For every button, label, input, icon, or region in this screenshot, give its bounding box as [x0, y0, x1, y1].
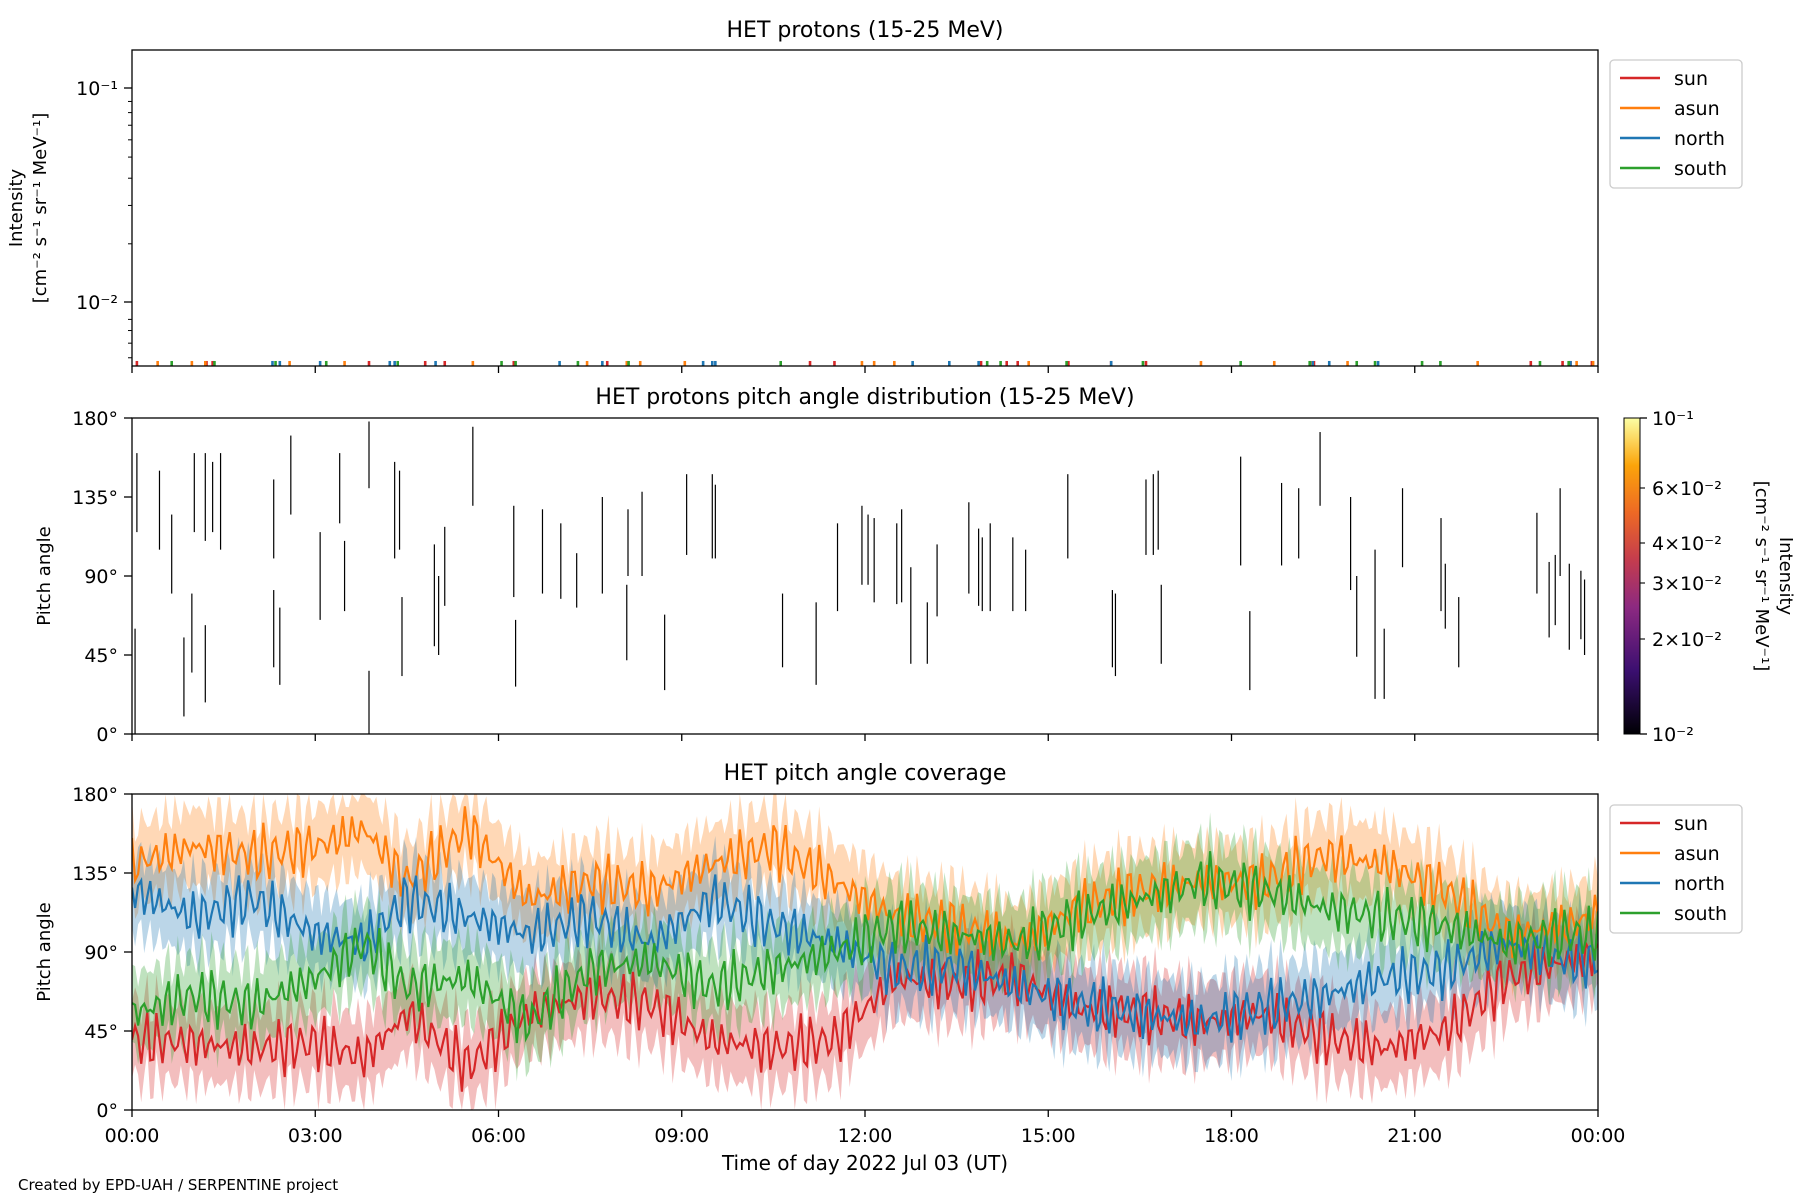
xtick-label-0000: 00:00 — [105, 1125, 160, 1147]
xtick-label-0000-end: 00:00 — [1571, 1125, 1626, 1147]
panel3-title: HET pitch angle coverage — [724, 761, 1007, 786]
line-asun — [132, 806, 1598, 959]
panel2-ytick-90: 90° — [84, 566, 118, 588]
x-axis-label: Time of day 2022 Jul 03 (UT) — [721, 1151, 1008, 1175]
panel1-spikes — [135, 360, 1595, 366]
xtick-label-1200: 12:00 — [838, 1125, 893, 1147]
panel1-plot — [135, 360, 1595, 366]
panel3-ytick-90: 90° — [84, 942, 118, 964]
legend-label-south: south — [1674, 158, 1727, 180]
legend-label-sun: sun — [1674, 68, 1708, 90]
colorbar-tick-3e-2: 3×10⁻² — [1652, 573, 1722, 595]
panel1-ytick-1e-1: 10⁻¹ — [76, 78, 118, 100]
x-ticks — [131, 366, 1599, 1117]
colorbar-tick-2e-2: 2×10⁻² — [1652, 629, 1722, 651]
panel3-ytick-0: 0° — [96, 1100, 118, 1122]
x-tick-labels: 00:00 03:00 06:00 09:00 12:00 15:00 18:0… — [105, 1125, 1626, 1147]
panel2-ylabel: Pitch angle — [34, 526, 55, 625]
legend3-label-asun: asun — [1674, 843, 1720, 865]
panel2-segments — [134, 421, 1586, 734]
panel3-lines — [132, 806, 1598, 1092]
panel3-ytick-180: 180° — [72, 784, 118, 806]
legend-label-north: north — [1674, 128, 1725, 150]
panel3-ytick-135: 135° — [72, 863, 118, 885]
panel2-frame — [131, 417, 1599, 735]
colorbar-ticks — [1640, 417, 1647, 735]
panel3-plot — [132, 794, 1598, 1110]
panel2-y-axis: 0° 45° 90° 135° 180° — [72, 408, 132, 746]
xtick-label-2100: 21:00 — [1387, 1125, 1442, 1147]
line-sun — [132, 939, 1598, 1092]
panel3-legend-box — [1609, 804, 1743, 934]
panel1-ytick-1e-2: 10⁻² — [76, 292, 118, 314]
xtick-label-1500: 15:00 — [1021, 1125, 1076, 1147]
xtick-label-1800: 18:00 — [1204, 1125, 1259, 1147]
panel3-legend: sun asun north south — [1609, 804, 1743, 934]
colorbar-label-line2: [cm⁻² s⁻¹ sr⁻¹ MeV⁻¹] — [1751, 481, 1772, 672]
panel1-ylabel: Intensity [cm⁻² s⁻¹ sr⁻¹ MeV⁻¹] — [6, 113, 51, 304]
line-south — [132, 851, 1598, 1044]
colorbar-tick-1e-2: 10⁻² — [1652, 724, 1694, 746]
legend3-label-north: north — [1674, 873, 1725, 895]
panel1-ylabel-line2: [cm⁻² s⁻¹ sr⁻¹ MeV⁻¹] — [30, 113, 51, 304]
panel1-ylabel-line1: Intensity — [6, 168, 27, 247]
colorbar: 10⁻¹ 6×10⁻² 4×10⁻² 3×10⁻² 2×10⁻² 10⁻² In… — [1623, 408, 1796, 746]
panel3-y-axis: 0° 45° 90° 135° 180° — [72, 784, 132, 1122]
panel1-minor-ticks — [128, 100, 132, 359]
panel2-ytick-135: 135° — [72, 487, 118, 509]
panel3-ylabel: Pitch angle — [34, 902, 55, 1001]
panel2-ytick-45: 45° — [84, 645, 118, 667]
panel1-legend: sun asun north south — [1609, 59, 1743, 189]
panel1-frame — [131, 49, 1599, 367]
colorbar-label-line1: Intensity — [1775, 537, 1796, 616]
panel2-ytick-0: 0° — [96, 724, 118, 746]
xtick-label-0300: 03:00 — [288, 1125, 343, 1147]
panel3-ytick-45: 45° — [84, 1021, 118, 1043]
legend-label-asun: asun — [1674, 98, 1720, 120]
panel1-y-axis: 10⁻¹ 10⁻² — [76, 78, 132, 314]
xtick-label-0600: 06:00 — [471, 1125, 526, 1147]
panel2-ytick-180: 180° — [72, 408, 118, 430]
legend3-label-sun: sun — [1674, 813, 1708, 835]
colorbar-tick-1e-1: 10⁻¹ — [1652, 408, 1694, 430]
colorbar-tick-4e-2: 4×10⁻² — [1652, 533, 1722, 555]
colorbar-gradient — [1623, 417, 1641, 735]
panel1-title: HET protons (15-25 MeV) — [727, 18, 1004, 43]
panel1-legend-box — [1609, 59, 1743, 189]
panel2-title: HET protons pitch angle distribution (15… — [595, 385, 1134, 410]
colorbar-tick-6e-2: 6×10⁻² — [1652, 478, 1722, 500]
credit-footer: Created by EPD-UAH / SERPENTINE project — [18, 1176, 339, 1194]
panel2-plot — [134, 421, 1586, 734]
legend3-label-south: south — [1674, 903, 1727, 925]
xtick-label-0900: 09:00 — [654, 1125, 709, 1147]
